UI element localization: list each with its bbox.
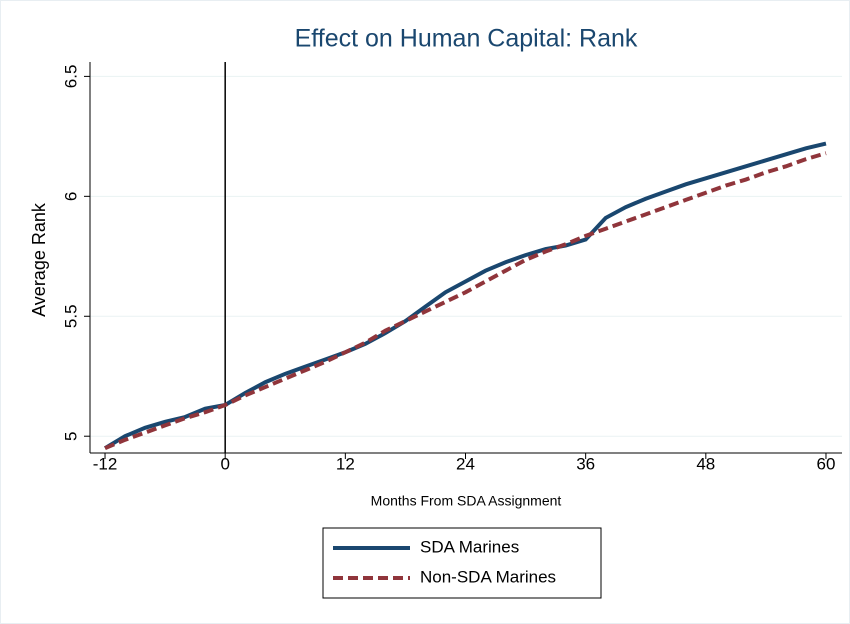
x-tick-label: 12 bbox=[336, 454, 355, 473]
y-tick-label: 5 bbox=[61, 431, 80, 440]
x-tick-label: 60 bbox=[817, 454, 836, 473]
legend-box bbox=[322, 527, 602, 599]
x-tick-label: 0 bbox=[220, 454, 229, 473]
y-tick-label: 5.5 bbox=[61, 304, 80, 328]
x-axis-label: Months From SDA Assignment bbox=[371, 493, 562, 509]
x-tick-label: 48 bbox=[696, 454, 715, 473]
y-tick-label: 6 bbox=[61, 192, 80, 201]
y-axis-label: Average Rank bbox=[29, 202, 49, 317]
legend-label: SDA Marines bbox=[420, 537, 519, 556]
legend-label: Non-SDA Marines bbox=[420, 567, 556, 586]
chart-title: Effect on Human Capital: Rank bbox=[295, 25, 638, 53]
y-tick-label: 6.5 bbox=[61, 65, 80, 89]
x-tick-label: 24 bbox=[456, 454, 475, 473]
x-tick-label: 36 bbox=[576, 454, 595, 473]
line bbox=[104, 151, 827, 451]
x-tick-label: -12 bbox=[93, 454, 118, 473]
